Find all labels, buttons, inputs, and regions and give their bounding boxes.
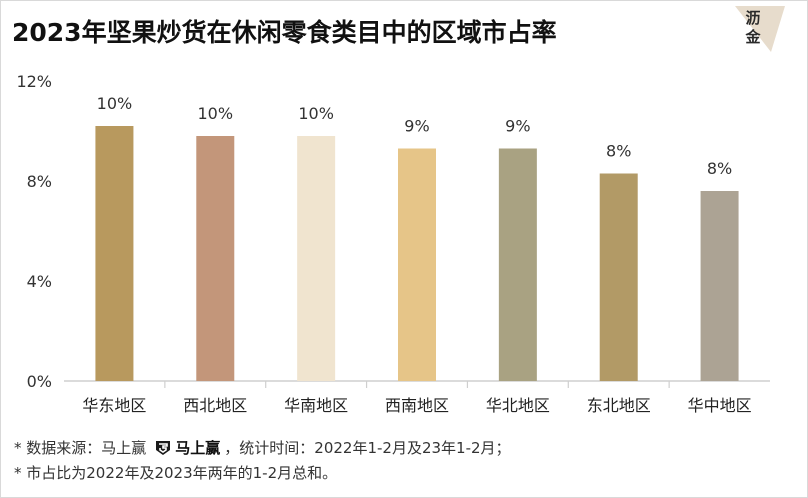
- x-category-label: 华中地区: [688, 396, 752, 415]
- bar: [498, 148, 537, 381]
- brand-name: 马上赢: [175, 439, 221, 457]
- logo-triangle-icon: [735, 6, 785, 52]
- bar-data-label: 9%: [404, 117, 429, 136]
- bar: [297, 136, 336, 381]
- chart-title: 2023年坚果炒货在休闲零食类目中的区域市占率: [12, 18, 557, 47]
- bar-chart: 0% 4% 8% 12% 10% 华东地区 10% 西北地区 10% 华南地区 9% 西南地区 9% 华北…: [16, 72, 770, 415]
- y-tick-label: 4%: [27, 272, 52, 291]
- logo-char-2: 金: [745, 28, 761, 46]
- bar: [599, 173, 638, 381]
- y-tick-label: 0%: [27, 372, 52, 391]
- bar-data-label: 8%: [707, 159, 732, 178]
- footer-note-line: * 市占比为2022年及2023年两年的1-2月总和。: [14, 464, 338, 482]
- bar: [95, 126, 134, 381]
- x-category-label: 西南地区: [385, 396, 449, 415]
- x-category-label: 西北地区: [183, 396, 247, 415]
- y-tick-label: 8%: [27, 172, 52, 191]
- x-category-label: 华东地区: [82, 396, 146, 415]
- lijin-logo-icon: 沥 金: [733, 4, 787, 56]
- bar-data-label: 10%: [198, 104, 234, 123]
- bar-data-label: 9%: [505, 117, 530, 136]
- bar: [196, 136, 235, 381]
- footer-source-prefix: * 数据来源：马上赢: [14, 439, 147, 457]
- footer-source-line: * 数据来源：马上赢 马上赢 ，统计时间：2022年1-2月及23年1-2月；: [14, 437, 511, 458]
- bar-data-label: 8%: [606, 142, 631, 161]
- brand-badge: 马上赢: [154, 437, 220, 458]
- footer-source-suffix: ，统计时间：2022年1-2月及23年1-2月；: [224, 439, 511, 457]
- x-category-label: 华南地区: [284, 396, 348, 415]
- x-category-label: 华北地区: [486, 396, 550, 415]
- mashangying-logo-icon: [156, 440, 171, 455]
- bar: [700, 191, 739, 381]
- y-tick-label: 12%: [16, 72, 52, 91]
- bar-data-label: 10%: [97, 94, 133, 113]
- bar-data-label: 10%: [298, 104, 334, 123]
- x-category-label: 东北地区: [587, 396, 651, 415]
- logo-char-1: 沥: [745, 9, 761, 27]
- bar: [398, 148, 436, 381]
